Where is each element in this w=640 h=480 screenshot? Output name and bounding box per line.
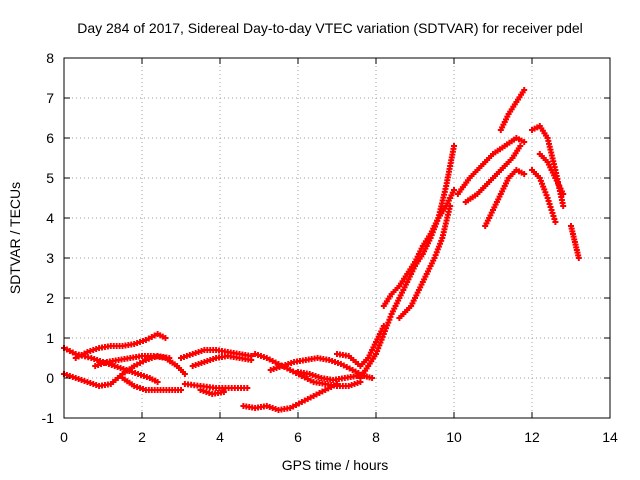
data-point [220,389,227,395]
x-tick-label: 10 [446,429,462,445]
y-tick-label: 2 [46,290,54,306]
data-point [521,139,528,145]
data-point [181,371,188,377]
data-point [244,385,251,391]
data-point [334,381,340,387]
data-point [447,203,454,209]
data-point [521,171,528,177]
data-point [575,255,582,261]
y-tick-label: -1 [42,410,55,426]
data-point [521,87,528,93]
y-tick-label: 4 [46,210,54,226]
y-tick-label: 0 [46,370,54,386]
y-tick-label: 3 [46,250,54,266]
data-point [162,335,169,341]
plot-border [63,57,611,419]
data-point [369,375,376,381]
x-tick-label: 0 [60,429,68,445]
x-tick-label: 4 [216,429,224,445]
data-point [178,387,184,393]
data-point [353,373,360,379]
y-tick-label: 1 [46,330,54,346]
y-axis-label: SDTVAR / TECUs [7,182,23,294]
data-point [552,219,559,225]
data-point [560,203,567,209]
data-point [248,357,255,363]
data-point [451,187,457,193]
y-tick-label: 7 [46,90,54,106]
x-tick-label: 2 [138,429,146,445]
x-tick-label: 12 [524,429,540,445]
data-points [61,87,582,413]
x-tick-label: 14 [602,429,618,445]
data-point [154,379,161,385]
data-point [451,143,457,149]
y-tick-label: 5 [46,170,54,186]
data-point [517,143,524,149]
chart-title: Day 284 of 2017, Sidereal Day-to-day VTE… [77,20,583,36]
x-tick-label: 6 [294,429,302,445]
data-point [560,191,567,197]
x-tick-label: 8 [372,429,380,445]
y-tick-label: 8 [46,50,54,66]
x-axis-label: GPS time / hours [282,457,389,473]
y-tick-label: 6 [46,130,54,146]
